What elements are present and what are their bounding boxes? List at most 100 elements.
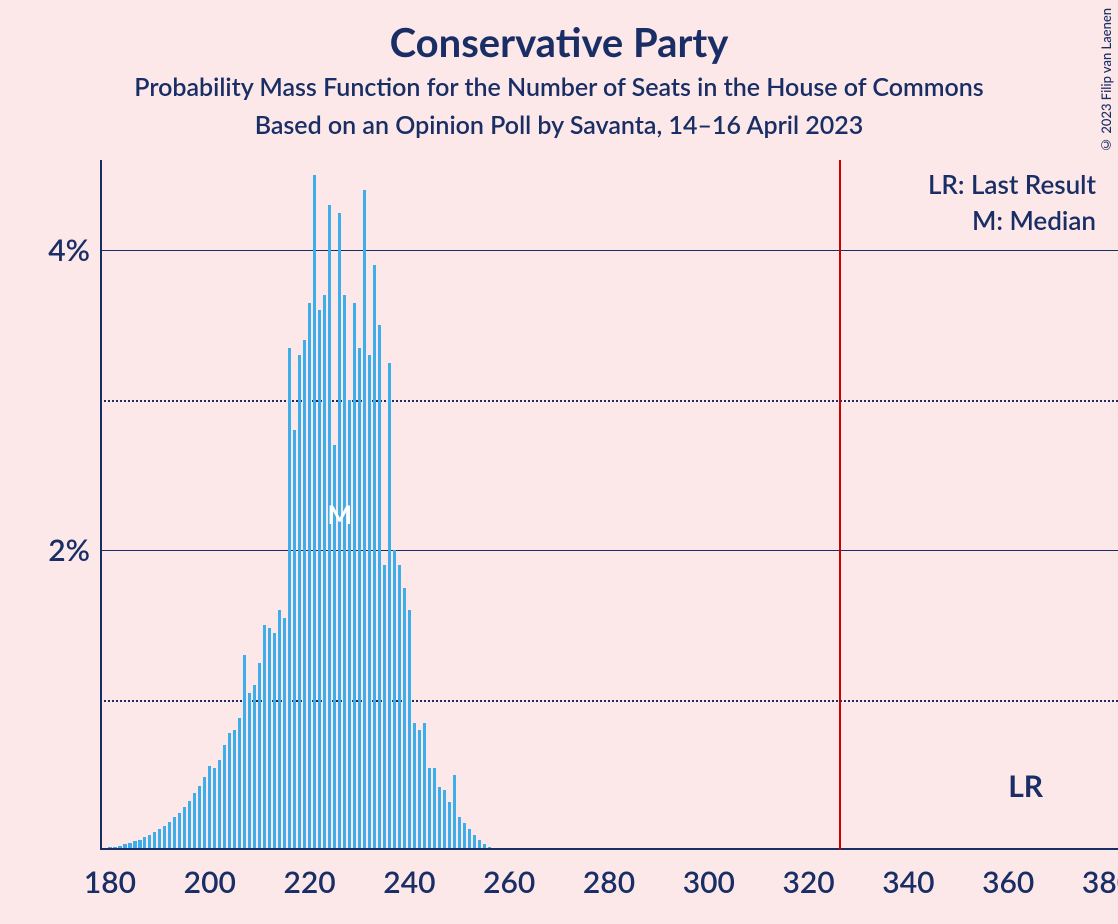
- pmf-bar: [153, 831, 156, 848]
- gridline-minor: [100, 400, 1118, 402]
- pmf-bar: [343, 294, 346, 848]
- pmf-bar: [308, 302, 311, 849]
- pmf-bar: [118, 845, 121, 849]
- pmf-bar: [378, 324, 381, 848]
- x-tick-label: 260: [483, 864, 535, 900]
- legend-last-result: LR: Last Result: [928, 168, 1096, 200]
- pmf-bar: [288, 347, 291, 849]
- pmf-bar: [413, 722, 416, 849]
- pmf-bar: [478, 839, 481, 849]
- pmf-bar: [298, 354, 301, 848]
- x-tick-label: 320: [782, 864, 834, 900]
- pmf-bar: [243, 654, 246, 848]
- pmf-bar: [398, 564, 401, 848]
- pmf-bar: [283, 617, 286, 849]
- legend-median: M: Median: [972, 204, 1096, 236]
- median-label: M: [328, 498, 353, 530]
- pmf-bar: [273, 632, 276, 849]
- y-axis: [100, 160, 102, 850]
- pmf-bar: [248, 692, 251, 849]
- pmf-bar: [488, 846, 491, 848]
- pmf-bar: [313, 174, 316, 848]
- x-tick-label: 380: [1082, 864, 1118, 900]
- pmf-bar: [198, 785, 201, 849]
- chart-subtitle-2: Based on an Opinion Poll by Savanta, 14–…: [0, 110, 1118, 140]
- x-tick-label: 180: [84, 864, 136, 900]
- pmf-bar: [218, 759, 221, 848]
- pmf-bar: [318, 309, 321, 848]
- y-tick-label: 4%: [10, 232, 90, 268]
- pmf-bar: [258, 662, 261, 849]
- pmf-bar: [233, 729, 236, 848]
- pmf-bar: [358, 347, 361, 849]
- pmf-bar: [388, 362, 391, 849]
- pmf-bar: [223, 744, 226, 848]
- pmf-bar: [433, 767, 436, 849]
- x-tick-label: 300: [683, 864, 735, 900]
- x-axis: [100, 848, 1118, 850]
- pmf-bar: [123, 843, 126, 848]
- pmf-bar: [438, 786, 441, 848]
- chart-title: Conservative Party: [0, 18, 1118, 66]
- gridline-major: [100, 550, 1118, 551]
- pmf-bar: [193, 792, 196, 848]
- pmf-bar: [363, 189, 366, 848]
- pmf-bar: [383, 564, 386, 848]
- pmf-bar: [128, 842, 131, 849]
- x-tick-label: 360: [982, 864, 1034, 900]
- y-tick-label: 2%: [10, 532, 90, 568]
- pmf-bar: [443, 789, 446, 848]
- pmf-bar: [188, 800, 191, 849]
- pmf-bar: [203, 776, 206, 849]
- pmf-bar: [238, 717, 241, 848]
- pmf-bar: [113, 846, 116, 848]
- pmf-bar: [228, 732, 231, 848]
- x-tick-label: 280: [583, 864, 635, 900]
- copyright-text: © 2023 Filip van Laenen: [1098, 8, 1114, 153]
- pmf-bar: [463, 822, 466, 848]
- pmf-bar: [278, 609, 281, 848]
- pmf-bar: [468, 828, 471, 848]
- pmf-bar: [418, 729, 421, 848]
- pmf-bar: [183, 806, 186, 849]
- pmf-bar: [213, 767, 216, 849]
- pmf-bar: [263, 624, 266, 848]
- pmf-bar: [138, 839, 141, 849]
- x-tick-label: 200: [184, 864, 236, 900]
- pmf-bar: [323, 294, 326, 848]
- pmf-bar: [473, 834, 476, 848]
- pmf-bar: [403, 587, 406, 849]
- pmf-bar: [408, 609, 411, 848]
- chart-plot-area: 2%4%180200220240260280300320340360380LRM…: [100, 160, 1118, 850]
- chart-subtitle-1: Probability Mass Function for the Number…: [0, 72, 1118, 102]
- pmf-bar: [163, 825, 166, 848]
- pmf-bar: [483, 843, 486, 848]
- pmf-bar: [208, 765, 211, 848]
- pmf-bar: [303, 339, 306, 848]
- pmf-bar: [428, 767, 431, 849]
- last-result-line: [839, 160, 841, 850]
- pmf-bar: [133, 840, 136, 848]
- x-tick-label: 340: [882, 864, 934, 900]
- pmf-bar: [168, 821, 171, 849]
- pmf-bar: [108, 846, 111, 848]
- pmf-bar: [453, 774, 456, 848]
- pmf-bar: [173, 816, 176, 848]
- pmf-bar: [178, 812, 181, 849]
- pmf-bar: [293, 429, 296, 848]
- pmf-bar: [373, 264, 376, 848]
- pmf-bar: [148, 834, 151, 848]
- pmf-bar: [253, 684, 256, 848]
- gridline-major: [100, 250, 1118, 251]
- pmf-bar: [158, 828, 161, 848]
- pmf-bar: [458, 816, 461, 848]
- pmf-bar: [268, 627, 271, 848]
- x-tick-label: 240: [383, 864, 435, 900]
- last-result-label: LR: [1008, 768, 1043, 804]
- pmf-bar: [448, 801, 451, 848]
- pmf-bar: [393, 549, 396, 848]
- pmf-bar: [143, 836, 146, 849]
- x-tick-label: 220: [283, 864, 335, 900]
- pmf-bar: [348, 399, 351, 848]
- pmf-bar: [338, 212, 341, 849]
